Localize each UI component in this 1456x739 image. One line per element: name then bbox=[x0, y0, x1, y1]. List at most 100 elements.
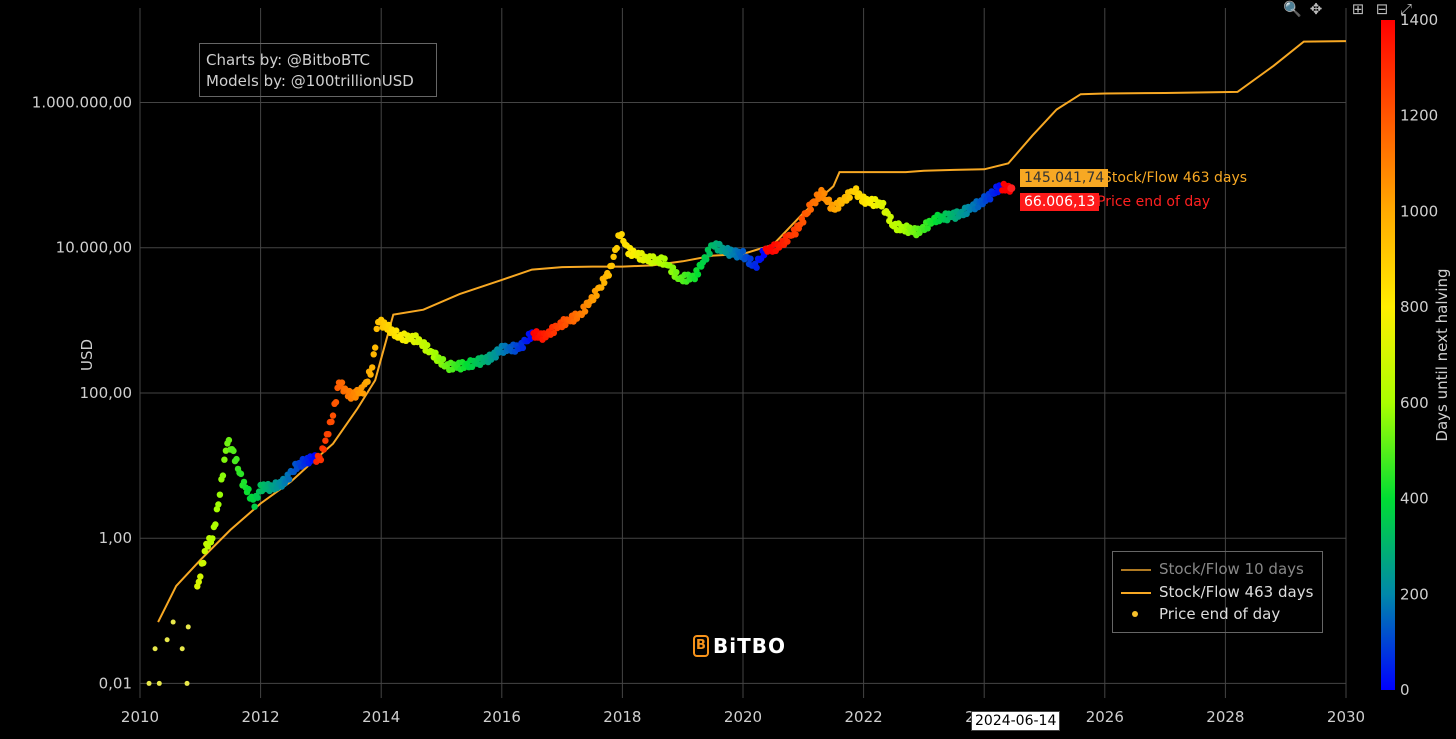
price-point bbox=[661, 255, 668, 262]
price-point bbox=[286, 476, 293, 483]
price-point bbox=[329, 412, 337, 419]
price-hover-value: 66.006,13 bbox=[1020, 193, 1100, 211]
colorbar-tick-label: 400 bbox=[1400, 490, 1429, 508]
x-tick-label: 2016 bbox=[483, 708, 521, 726]
autoscale-icon[interactable]: ⤢ bbox=[1399, 0, 1412, 18]
price-point bbox=[179, 646, 185, 652]
y-tick-label: 10.000,00 bbox=[56, 239, 132, 257]
legend-item-sf463[interactable]: Stock/Flow 463 days bbox=[1121, 581, 1314, 604]
price-point bbox=[739, 247, 747, 255]
legend-line-sf10 bbox=[1121, 564, 1151, 574]
price-point bbox=[550, 329, 558, 337]
legend-label-sf10: Stock/Flow 10 days bbox=[1159, 560, 1304, 579]
price-point bbox=[184, 680, 190, 686]
price-point bbox=[317, 456, 325, 464]
price-point bbox=[219, 472, 227, 479]
legend-item-sf10[interactable]: Stock/Flow 10 days bbox=[1121, 558, 1314, 581]
y-tick-label: 1,00 bbox=[99, 529, 132, 547]
price-point bbox=[225, 436, 233, 444]
price-point bbox=[784, 238, 791, 245]
price-point bbox=[322, 437, 329, 444]
y-axis-title: USD bbox=[78, 339, 96, 371]
price-point bbox=[373, 325, 380, 333]
price-point bbox=[237, 470, 245, 478]
price-point bbox=[230, 447, 237, 455]
price-point bbox=[185, 624, 191, 630]
x-tick-label: 2018 bbox=[603, 708, 641, 726]
colorbar-tick-label: 800 bbox=[1400, 298, 1429, 316]
price-point bbox=[703, 256, 710, 263]
price-point bbox=[613, 244, 620, 252]
x-tick-label: 2010 bbox=[121, 708, 159, 726]
price-point bbox=[706, 250, 713, 257]
price-point bbox=[233, 455, 240, 463]
sf463-line bbox=[157, 40, 1347, 623]
price-point bbox=[601, 279, 608, 286]
price-point bbox=[393, 327, 400, 334]
colorbar bbox=[1381, 20, 1395, 690]
x-tick-label: 2028 bbox=[1206, 708, 1244, 726]
price-point bbox=[598, 284, 605, 291]
price-point bbox=[821, 190, 828, 197]
price-point bbox=[800, 219, 807, 226]
chart-legend: Stock/Flow 10 days Stock/Flow 463 days P… bbox=[1112, 551, 1323, 633]
price-point bbox=[432, 349, 439, 356]
price-point bbox=[338, 379, 346, 386]
price-point bbox=[200, 559, 207, 567]
price-point bbox=[439, 356, 447, 363]
price-point bbox=[618, 231, 625, 238]
y-tick-label: 0,01 bbox=[99, 674, 132, 692]
price-point bbox=[254, 494, 261, 501]
price-point bbox=[369, 364, 376, 371]
price-point-latest bbox=[1007, 184, 1016, 193]
price-point bbox=[212, 521, 219, 528]
price-point bbox=[673, 269, 680, 276]
price-point bbox=[846, 194, 853, 201]
x-tick-label: 2030 bbox=[1327, 708, 1365, 726]
price-point bbox=[792, 231, 799, 238]
x-tick-label: 2014 bbox=[362, 708, 400, 726]
price-point bbox=[328, 418, 335, 425]
price-point bbox=[747, 255, 754, 262]
price-point bbox=[364, 378, 371, 385]
price-point bbox=[669, 264, 677, 271]
price-hover-name: Price end of day bbox=[1097, 194, 1211, 210]
sf-hover-value: 145.041,74 bbox=[1020, 169, 1109, 187]
price-point bbox=[215, 501, 222, 508]
price-point bbox=[581, 308, 589, 315]
credits-box: Charts by: @BitboBTC Models by: @100tril… bbox=[199, 43, 437, 97]
legend-item-price[interactable]: Price end of day bbox=[1121, 603, 1314, 626]
price-point bbox=[197, 573, 204, 580]
bitbo-b-icon: B bbox=[693, 635, 709, 657]
zoom-in-icon[interactable]: ⊞ bbox=[1351, 0, 1365, 18]
pan-icon[interactable]: ✥ bbox=[1309, 0, 1323, 18]
hover-date-label: 2024-06-14 bbox=[971, 711, 1061, 731]
legend-line-sf463 bbox=[1121, 587, 1151, 597]
price-point bbox=[694, 271, 702, 278]
price-point bbox=[492, 354, 499, 361]
x-tick-label: 2012 bbox=[242, 708, 280, 726]
price-point bbox=[216, 491, 224, 498]
price-point bbox=[691, 275, 698, 283]
colorbar-tick-label: 600 bbox=[1400, 394, 1429, 412]
price-point bbox=[240, 478, 248, 486]
price-point bbox=[320, 446, 328, 453]
price-point bbox=[835, 205, 842, 212]
colorbar-tick-label: 1200 bbox=[1400, 107, 1438, 125]
price-point bbox=[562, 321, 569, 329]
credits-line-1: Charts by: @BitboBTC bbox=[206, 51, 371, 69]
zoom-icon[interactable]: 🔍 bbox=[1283, 0, 1302, 18]
price-point bbox=[156, 680, 162, 686]
price-point bbox=[519, 344, 527, 352]
price-point bbox=[924, 225, 931, 232]
price-point bbox=[608, 262, 616, 269]
zoom-out-icon[interactable]: ⊟ bbox=[1375, 0, 1389, 18]
y-tick-label: 1.000.000,00 bbox=[32, 93, 132, 111]
price-point bbox=[359, 390, 367, 397]
price-point bbox=[880, 199, 887, 207]
colorbar-tick-label: 1400 bbox=[1400, 11, 1438, 29]
price-point bbox=[370, 351, 377, 358]
price-point bbox=[753, 264, 760, 271]
colorbar-tick-label: 0 bbox=[1400, 681, 1410, 699]
